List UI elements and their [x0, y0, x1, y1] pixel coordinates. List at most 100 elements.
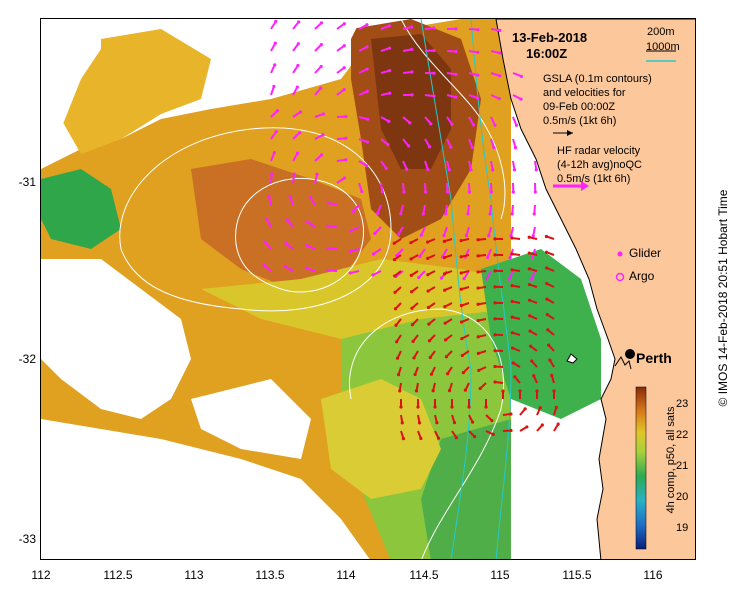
gsla-arrow-head: [426, 167, 430, 172]
x-tick-113: 113: [184, 568, 204, 582]
hf-arrow-head: [493, 333, 497, 337]
hf-arrow-head: [476, 302, 480, 306]
gsla-arrow-head: [319, 86, 323, 90]
hf-arrow-head: [476, 238, 480, 242]
cb-tick-22: 22: [676, 429, 689, 441]
hf-arrow-head: [427, 322, 431, 326]
gsla-contour-2: [235, 177, 365, 293]
gsla-arrow-head: [410, 25, 414, 29]
hf-arrow-head: [450, 405, 454, 409]
hf-arrow-head: [493, 301, 497, 305]
hf-arrow-head: [392, 257, 397, 262]
hf-arrow-head: [540, 423, 544, 427]
hf-arrow-head: [528, 329, 532, 333]
gsla-arrow-head: [344, 114, 348, 119]
gsla-arrow-head: [319, 43, 323, 47]
gsla-arrow-head: [263, 240, 267, 244]
gsla-arrow-head: [296, 42, 300, 46]
gsla-arrow-head: [507, 277, 511, 281]
hf-arrow-head: [395, 340, 399, 344]
gsla-arrow-head: [380, 190, 384, 194]
hf-arrow-head: [511, 361, 515, 365]
rottnest-island: [566, 353, 578, 364]
gsla-arrow-head: [297, 20, 301, 24]
gsla-contour-3: [349, 308, 504, 559]
gsla-arrow-head: [419, 233, 423, 237]
gsla-arrow-head: [454, 72, 458, 76]
gsla-arrow-head: [467, 190, 472, 194]
hf-arrow-head: [459, 303, 464, 308]
x-tick-115-5: 115.5: [562, 568, 592, 582]
hf-arrow-head: [476, 318, 480, 323]
gsla-arrow-head: [288, 194, 292, 199]
x-tick-113-5: 113.5: [255, 568, 285, 582]
gsla-arrow-head: [511, 190, 515, 194]
hf-arrow-head: [409, 257, 413, 261]
hf-arrow-head: [476, 270, 480, 274]
argo-marker: [615, 272, 625, 282]
gsla-arrow-head: [410, 93, 414, 97]
hf-arrow-head: [493, 317, 497, 321]
cb-tick-20: 20: [676, 491, 689, 503]
hf-arrow-head: [442, 239, 446, 243]
hf-arrow-head: [545, 281, 549, 286]
gsla-arrow-head: [424, 190, 428, 194]
gsla-arrow-head: [344, 136, 348, 140]
hf-arrow-head: [419, 436, 423, 441]
hf-arrow-head: [446, 372, 450, 376]
gsla-arrow-head: [533, 190, 537, 194]
x-tick-114: 114: [336, 568, 356, 582]
gsla-arrow-head: [442, 233, 446, 238]
gsla-velocity-arrows: [262, 19, 538, 281]
cloud-southwest: [41, 419, 370, 559]
gsla-arrow-head: [476, 50, 480, 54]
hf-arrow-head: [410, 306, 414, 310]
sst-green-west: [41, 169, 121, 249]
gsla-arrow-head: [462, 276, 466, 281]
gsla-arrow-head: [349, 229, 353, 233]
gsla-arrow-head: [371, 273, 375, 277]
colorbar-title-wrap: 4h comp, p50, all sats: [663, 385, 679, 535]
gsla-arrow-head: [274, 19, 278, 23]
hf-arrow-head: [527, 298, 532, 302]
gsla-arrow-head: [508, 255, 512, 260]
hf-arrow-head: [459, 255, 463, 259]
gsla-arrow-head: [342, 44, 346, 48]
gsla-arrow-head: [365, 89, 369, 94]
hf-arrow-head: [513, 375, 517, 379]
gsla-arrow-head: [273, 41, 277, 45]
y-tick-31: -31: [18, 175, 36, 189]
gsla-arrow-head: [417, 275, 421, 280]
hf-arrow-head: [535, 389, 539, 393]
x-tick-115: 115: [490, 568, 510, 582]
gsla-scale-arrowhead: [567, 130, 573, 136]
gsla-arrow-head: [342, 66, 346, 70]
gsla-arrow-head: [351, 210, 355, 214]
gsla-arrow-head: [326, 246, 330, 251]
hf-arrow-head: [530, 359, 534, 363]
gsla-arrow-head: [304, 266, 309, 270]
depth-1000-label: 1000m: [646, 41, 680, 53]
gsla-arrow-head: [454, 27, 458, 31]
gsla-arrow-head: [319, 153, 324, 157]
hf-arrow-head: [454, 436, 458, 440]
gsla-arrow-head: [486, 255, 490, 259]
hf-arrow-head: [510, 346, 515, 350]
hf-arrow-head: [510, 299, 514, 304]
gsla-arrow-head: [326, 201, 330, 205]
hf-arrow-head: [478, 386, 482, 391]
hf-arrow-head: [443, 288, 447, 292]
hf-arrow-head: [442, 272, 447, 276]
hf-arrow-head: [529, 344, 533, 348]
gsla-arrow-head: [418, 254, 422, 258]
gsla-arrow-head: [497, 74, 502, 78]
hf-arrow-head: [527, 267, 531, 271]
hf-arrow-head: [510, 268, 514, 272]
hf-arrow-head: [452, 421, 457, 425]
gsla-arrow-head: [360, 189, 364, 194]
gsla-arrow-head: [399, 212, 403, 216]
gsla-contours: [119, 19, 506, 559]
cloud-north: [211, 19, 361, 94]
hf-arrow-head: [394, 323, 398, 327]
hf-arrow-head: [395, 356, 400, 360]
